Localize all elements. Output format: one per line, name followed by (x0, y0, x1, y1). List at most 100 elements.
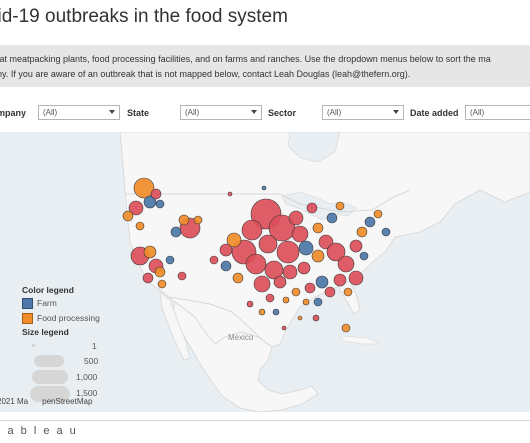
outbreak-marker[interactable] (343, 287, 353, 297)
outbreak-marker[interactable] (313, 297, 323, 307)
outbreak-marker[interactable] (297, 315, 303, 321)
outbreak-marker[interactable] (324, 286, 336, 298)
map-svg[interactable]: Mexico (0, 132, 530, 412)
outbreak-marker[interactable] (364, 216, 376, 228)
outbreak-marker[interactable] (297, 261, 311, 275)
filter-bar: mpany (All) State (All) Sector (All) Dat… (0, 103, 530, 125)
outbreak-marker[interactable] (341, 323, 351, 333)
description-line-1: 9 at meatpacking plants, food processing… (0, 54, 491, 64)
outbreak-marker[interactable] (128, 200, 144, 216)
outbreak-marker[interactable] (298, 240, 314, 256)
description-banner: 9 at meatpacking plants, food processing… (0, 45, 530, 87)
outbreak-marker[interactable] (193, 215, 203, 225)
outbreak-marker[interactable] (133, 177, 155, 199)
outbreak-markers[interactable] (122, 177, 391, 333)
outbreak-marker[interactable] (157, 279, 167, 289)
outbreak-marker[interactable] (373, 209, 383, 219)
outbreak-marker[interactable] (306, 202, 318, 214)
filter-dropdown-date-added[interactable]: (All) (465, 105, 530, 120)
size-label-1000: 1,000 (76, 372, 98, 382)
outbreak-marker[interactable] (348, 270, 364, 286)
outbreak-marker[interactable] (315, 275, 329, 289)
outbreak-marker[interactable] (165, 255, 175, 265)
outbreak-marker[interactable] (154, 266, 166, 278)
size-swatch-1000 (32, 370, 68, 384)
filter-dropdown-state[interactable]: (All) (180, 105, 262, 120)
outbreak-marker[interactable] (272, 308, 280, 316)
outbreak-marker[interactable] (142, 272, 154, 284)
outbreak-marker[interactable] (291, 287, 301, 297)
color-legend-title: Color legend (22, 285, 74, 295)
outbreak-marker[interactable] (276, 240, 300, 264)
outbreak-marker[interactable] (155, 199, 165, 209)
country-label-mexico: Mexico (228, 333, 254, 342)
outbreak-marker[interactable] (226, 232, 242, 248)
outbreak-marker[interactable] (135, 221, 145, 231)
outbreak-marker[interactable] (122, 210, 134, 222)
outbreak-marker[interactable] (143, 245, 157, 259)
outbreak-marker[interactable] (288, 210, 304, 226)
outbreak-marker[interactable] (304, 282, 316, 294)
outbreak-marker[interactable] (209, 255, 219, 265)
outbreak-marker[interactable] (227, 191, 233, 197)
filter-dropdown-sector[interactable]: (All) (322, 105, 404, 120)
hudson-bay (287, 132, 341, 163)
outbreak-marker[interactable] (219, 243, 233, 257)
size-label-500: 500 (84, 356, 99, 366)
outbreak-marker[interactable] (312, 222, 324, 234)
outbreak-marker[interactable] (245, 253, 267, 275)
outbreak-marker[interactable] (282, 264, 298, 280)
size-label-1500: 1,500 (76, 388, 98, 398)
outbreak-marker[interactable] (170, 226, 182, 238)
filter-label-date-added: Date added (410, 108, 459, 118)
map-copyright: 2021 Ma penStreetMap (0, 397, 92, 406)
outbreak-marker[interactable] (311, 249, 325, 263)
filter-value-date-added: (All) (470, 108, 485, 117)
outbreak-marker[interactable] (359, 251, 369, 261)
great-lakes (281, 191, 357, 221)
outbreak-marker[interactable] (302, 298, 310, 306)
size-swatch-500 (34, 355, 64, 367)
page-title: vid-19 outbreaks in the food system (0, 6, 288, 27)
tableau-toolbar: + a b l e a u (0, 420, 530, 443)
description-line-2: any. If you are aware of an outbreak tha… (0, 69, 411, 79)
outbreak-marker[interactable] (246, 300, 254, 308)
outbreak-marker[interactable] (349, 239, 363, 253)
outbreak-marker[interactable] (178, 214, 190, 226)
outbreak-marker[interactable] (291, 225, 309, 243)
filter-label-sector: Sector (268, 108, 297, 118)
outbreak-marker[interactable] (265, 293, 275, 303)
cuba (339, 335, 381, 345)
outbreak-marker[interactable] (253, 275, 271, 293)
outbreak-marker[interactable] (326, 212, 338, 224)
us-canada-border (126, 189, 411, 213)
outbreak-marker[interactable] (356, 226, 368, 238)
chevron-down-icon (109, 110, 115, 114)
outbreak-marker[interactable] (177, 271, 187, 281)
filter-dropdown-company[interactable]: (All) (38, 105, 120, 120)
outbreak-marker[interactable] (220, 260, 232, 272)
outbreak-marker[interactable] (381, 227, 391, 237)
outbreak-marker[interactable] (281, 325, 287, 331)
outbreak-marker[interactable] (150, 188, 162, 200)
outbreak-marker[interactable] (258, 234, 278, 254)
size-label-1: 1 (92, 341, 97, 351)
tableau-logo[interactable]: + a b l e a u (0, 425, 78, 437)
outbreak-marker[interactable] (326, 242, 346, 262)
outbreak-marker[interactable] (335, 201, 345, 211)
outbreak-marker[interactable] (232, 272, 244, 284)
outbreak-marker[interactable] (261, 185, 267, 191)
chevron-down-icon (251, 110, 257, 114)
description-text: 9 at meatpacking plants, food processing… (0, 52, 530, 82)
outbreak-marker[interactable] (333, 273, 347, 287)
outbreak-marker[interactable] (337, 255, 355, 273)
outbreak-marker[interactable] (312, 314, 320, 322)
outbreak-marker[interactable] (241, 219, 263, 241)
outbreak-map[interactable]: Mexico (0, 132, 530, 412)
farm-swatch (22, 298, 33, 309)
outbreak-marker[interactable] (282, 296, 290, 304)
outbreak-marker[interactable] (143, 195, 157, 209)
outbreak-marker[interactable] (258, 308, 266, 316)
outbreak-marker[interactable] (273, 275, 287, 289)
size-legend-title: Size legend (22, 327, 69, 337)
